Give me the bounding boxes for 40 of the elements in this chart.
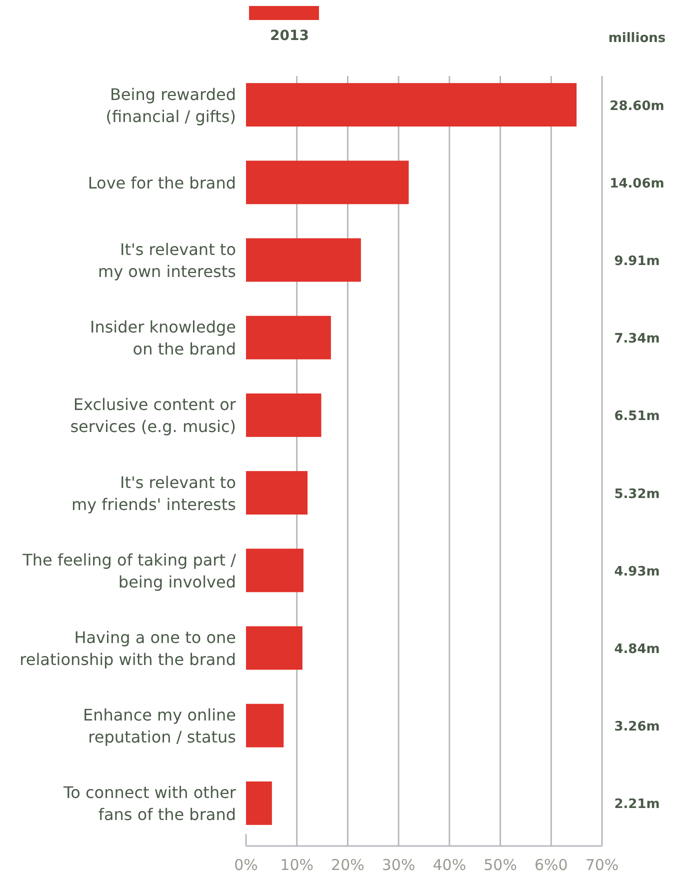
legend-label: 2013 — [270, 28, 309, 44]
text: 4.84m — [614, 642, 660, 657]
x-tick-label: 40% — [432, 856, 466, 874]
x-tick-label: 50% — [484, 856, 517, 874]
x-tick-label: 70% — [585, 856, 619, 874]
text: 7.34m — [614, 332, 660, 347]
x-tick-label: 6%0 — [534, 856, 568, 874]
y-tick-label: To connect with other fans of the brand — [62, 783, 236, 824]
y-tick-label: Being rewarded (financial / gifts) — [106, 84, 236, 126]
text: 3.26m — [614, 720, 660, 735]
text: 14.06m — [610, 176, 664, 192]
bar — [246, 316, 331, 360]
y-tick-label: Love for the brand — [88, 173, 236, 192]
bar — [246, 704, 284, 748]
y-tick-label: Having a one to one relationship with the brand — [20, 628, 236, 669]
y-tick-label: Enhance my online reputation / status — [82, 706, 236, 747]
text: millions — [608, 31, 666, 46]
text: 28.60m — [610, 98, 664, 114]
bar — [246, 626, 302, 670]
y-tick-label: The feeling of taking part / being involved — [22, 550, 237, 592]
bar — [246, 160, 409, 204]
y-tick-label: It's relevant to my own interests — [98, 240, 236, 281]
x-tick-label: 10% — [280, 856, 314, 874]
x-tick-label: 20% — [331, 856, 364, 874]
text: 5.32m — [614, 486, 660, 502]
bar — [246, 238, 361, 282]
text: 6.51m — [614, 409, 660, 424]
y-tick-label: Insider knowledge on the brand — [90, 318, 236, 359]
bar — [246, 781, 272, 825]
text: 4.93m — [614, 564, 660, 580]
y-tick-label: It's relevant to my friends' interests — [72, 472, 236, 514]
y-tick-label: Exclusive content or services (e.g. music) — [70, 395, 236, 436]
x-tick-label: 30% — [382, 856, 416, 874]
x-tick-label: 0% — [234, 856, 258, 874]
bar — [246, 548, 304, 592]
bar — [246, 393, 322, 437]
text: 9.91m — [614, 254, 660, 269]
text: 2.21m — [614, 797, 660, 812]
bar — [246, 83, 577, 127]
bar — [246, 471, 308, 515]
